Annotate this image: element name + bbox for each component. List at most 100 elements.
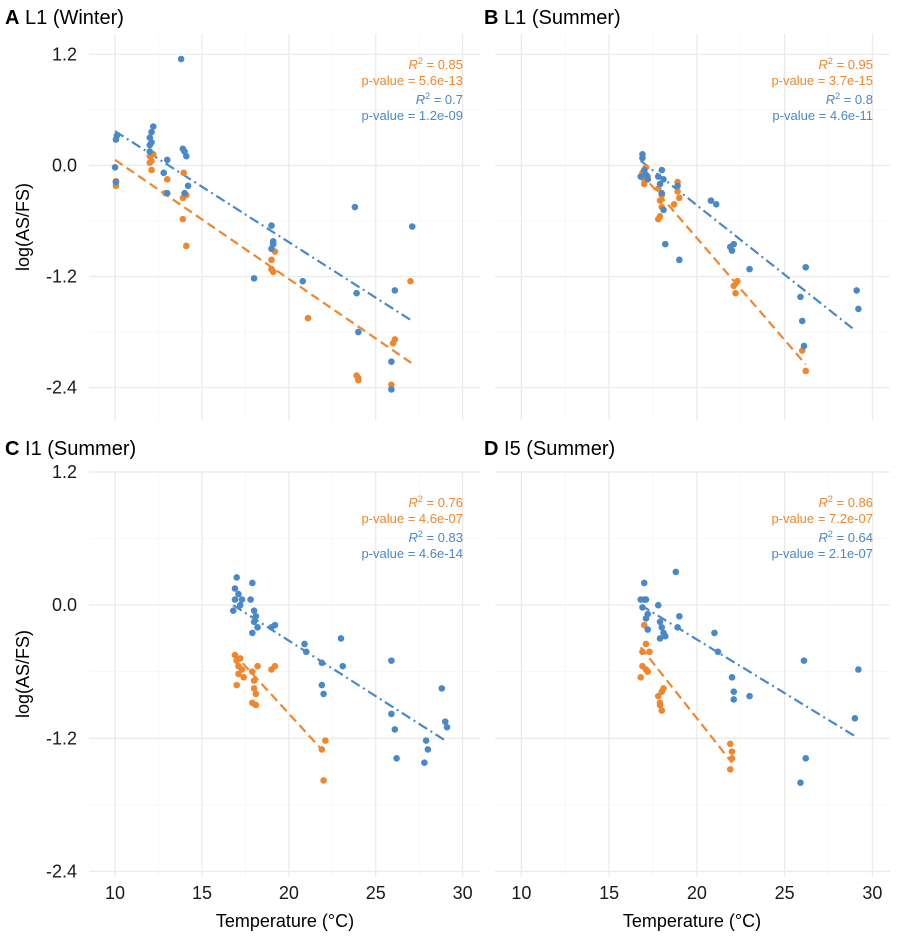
panel-a: A L1 (Winter)1.20.0-1.2-2.4R2 = 0.85p-va… [5, 7, 480, 420]
panel-title-text: L1 (Summer) [504, 7, 621, 29]
data-point [802, 263, 810, 271]
data-point [179, 215, 187, 223]
y-tick-label: -2.4 [46, 861, 77, 881]
data-point [656, 180, 664, 188]
r-squared-symbol: R [408, 495, 417, 510]
data-point [160, 169, 168, 177]
data-point [249, 629, 256, 637]
r-squared-label: R2 = 0.86 [818, 494, 873, 510]
data-point [148, 128, 155, 136]
data-point [183, 152, 190, 160]
data-point [393, 754, 400, 762]
r-squared-value: = 0.86 [833, 495, 873, 510]
data-point [728, 673, 736, 681]
data-point [269, 268, 277, 276]
r-squared-label: R2 = 0.95 [818, 56, 873, 72]
data-point [235, 670, 242, 678]
data-point [660, 685, 667, 692]
data-point [639, 648, 646, 656]
series-blue [637, 151, 862, 350]
data-point [654, 173, 662, 180]
panel-title-text: I1 (Summer) [25, 438, 136, 460]
data-point [851, 715, 859, 722]
data-point [661, 632, 669, 640]
panel-title: D I5 (Summer) [484, 438, 615, 460]
data-point [797, 779, 804, 786]
y-axis-title: log(AS/FS) [13, 183, 33, 271]
data-point [726, 766, 734, 773]
data-point [674, 624, 681, 631]
r-squared-label: R2 = 0.8 [826, 91, 873, 107]
panel-title: B L1 (Summer) [484, 7, 621, 29]
data-point [674, 182, 681, 190]
data-point [674, 188, 681, 195]
data-point [654, 692, 662, 700]
panel-title: C I1 (Summer) [5, 438, 136, 460]
data-point [730, 688, 738, 695]
data-point [644, 626, 652, 633]
gridlines [89, 34, 480, 420]
data-point [388, 386, 395, 393]
panel-tag: D [484, 438, 498, 460]
data-point [113, 132, 121, 140]
series-orange [637, 621, 736, 773]
r-squared-label: R2 = 0.7 [416, 91, 463, 107]
fit-line-blue [640, 159, 856, 332]
r-squared-exponent: 2 [418, 529, 423, 539]
data-point [236, 601, 244, 609]
data-point [252, 690, 260, 698]
r-squared-value: = 0.7 [430, 92, 463, 107]
data-point [640, 180, 648, 188]
data-point [302, 648, 310, 656]
r-squared-label: R2 = 0.83 [408, 529, 463, 545]
data-point [712, 201, 720, 208]
r-squared-value: = 0.8 [840, 92, 873, 107]
data-point [318, 681, 326, 689]
data-point [800, 342, 808, 350]
data-point [163, 176, 171, 183]
data-point [249, 579, 256, 587]
data-point [672, 568, 680, 576]
x-tick-label: 20 [687, 883, 707, 903]
data-point [853, 287, 860, 294]
panel-c: C I1 (Summer)1.2 0.0 -1.2 -2.4 10 15 20 25 30 R2 … [5, 438, 480, 903]
fit-line-blue [232, 604, 446, 742]
x-tick-label: 10 [105, 883, 125, 903]
data-point [728, 754, 736, 762]
r-squared-symbol: R [818, 530, 827, 545]
data-point [676, 256, 683, 264]
data-point [320, 690, 327, 698]
data-point [250, 607, 258, 614]
data-point [355, 328, 362, 336]
data-point [802, 754, 810, 762]
r-squared-value: = 0.95 [833, 57, 873, 72]
data-point [268, 222, 275, 229]
data-point [656, 635, 664, 642]
x-axis-title-unit: °C [735, 911, 755, 931]
data-point [301, 640, 308, 648]
data-point [670, 201, 678, 208]
data-point [271, 621, 279, 629]
data-point [637, 173, 645, 180]
panel-tag: A [5, 7, 19, 29]
y-tick-label: -1.2 [46, 728, 77, 748]
data-point [660, 176, 667, 183]
data-point [438, 685, 446, 692]
data-point [353, 289, 360, 297]
gridlines [495, 34, 890, 420]
data-point [656, 197, 664, 204]
r-squared-value: = 0.85 [423, 57, 463, 72]
r-squared-exponent: 2 [835, 91, 840, 101]
data-point [646, 648, 653, 656]
x-axis-title-suffix: ) [755, 911, 761, 931]
data-point [676, 612, 683, 620]
data-point [320, 777, 327, 784]
p-value-label: p-value = 4.6e-14 [361, 546, 463, 561]
r-squared-value: = 0.76 [423, 495, 463, 510]
data-point [676, 194, 683, 202]
data-point [250, 618, 258, 626]
p-value-label: p-value = 3.7e-15 [771, 73, 873, 88]
data-point [318, 659, 326, 667]
